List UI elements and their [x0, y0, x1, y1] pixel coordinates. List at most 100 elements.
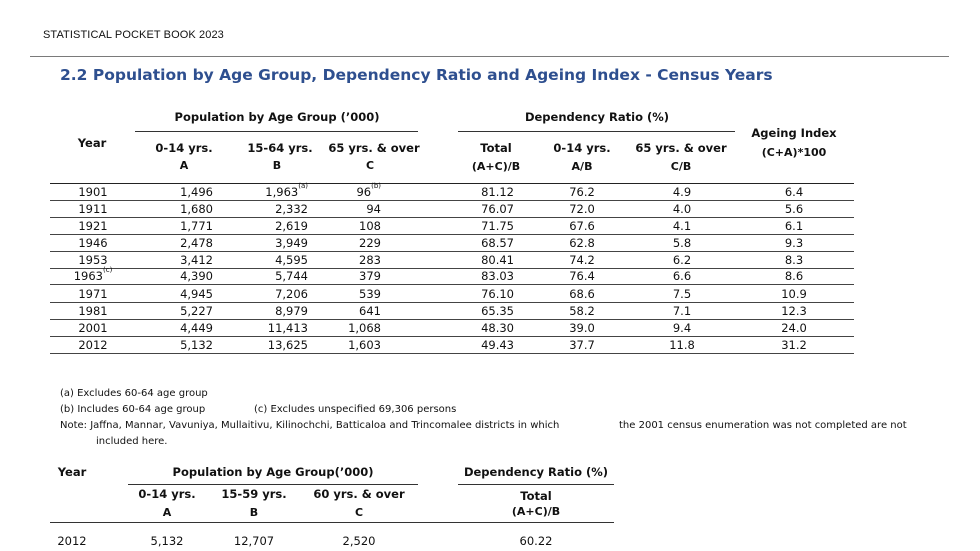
cell-value: 3,412	[180, 253, 213, 267]
cell-value: 12.3	[781, 304, 807, 318]
cell-value: 4,945	[180, 287, 213, 301]
row-divider	[50, 200, 854, 201]
cell-ageing: 10.9	[781, 287, 807, 301]
cell-value: 49.43	[481, 338, 514, 352]
cell-c: 94	[366, 202, 381, 216]
cell-c: 641	[359, 304, 381, 318]
row-divider	[50, 234, 854, 235]
t2-col-header-0-14: 0-14 yrs.	[138, 487, 196, 501]
t2-cell-b: 12,707	[233, 534, 275, 548]
cell-value: 2,619	[275, 219, 308, 233]
cell-value: 7.5	[672, 287, 692, 301]
cell-value: 7,206	[275, 287, 308, 301]
cell-b: 7,206	[275, 287, 308, 301]
cell-d014: 76.4	[569, 269, 595, 283]
row-divider	[50, 302, 854, 303]
cell-total: 48.30	[481, 321, 514, 335]
ageing-header: Ageing Index	[751, 126, 837, 140]
cell-value: 6.6	[672, 269, 692, 283]
cell-d65: 4.0	[673, 202, 691, 216]
cell-value: 1911	[78, 202, 108, 216]
dep-header-65-over: 65 yrs. & over	[635, 141, 727, 155]
cell-value: 6.2	[672, 253, 692, 267]
cell-value: 72.0	[569, 202, 595, 216]
t2-col-sub-a: A	[162, 506, 172, 519]
header-divider	[30, 56, 949, 57]
cell-total: 80.41	[481, 253, 514, 267]
col-header-15-64: 15-64 yrs.	[247, 141, 313, 155]
cell-value: 4.9	[672, 185, 692, 199]
cell-d65: 9.4	[673, 321, 691, 335]
cell-value: 9.3	[784, 236, 804, 250]
t2-dep-header-total: Total	[520, 489, 552, 503]
cell-value: 11.8	[669, 338, 695, 352]
cell-d014: 72.0	[569, 202, 595, 216]
cell-value: 6.1	[784, 219, 804, 233]
cell-d014: 37.7	[569, 338, 595, 352]
cell-d65: 4.1	[673, 219, 691, 233]
cell-value: 1981	[78, 304, 108, 318]
cell-d014: 74.2	[569, 253, 595, 267]
cell-value: 24.0	[781, 321, 807, 335]
cell-d65: 5.8	[673, 236, 691, 250]
cell-a: 1,496	[180, 185, 213, 199]
cell-value: 1,680	[180, 202, 213, 216]
cell-value: 1901	[78, 185, 108, 199]
cell-value: 68.6	[569, 287, 595, 301]
cell-ageing: 6.1	[785, 219, 803, 233]
cell-value: 68.57	[481, 236, 514, 250]
cell-d65: 6.6	[673, 269, 691, 283]
cell-d014: 39.0	[569, 321, 595, 335]
group-header-dependency: Dependency Ratio (%)	[524, 110, 670, 124]
t2-col-header-60-over: 60 yrs. & over	[313, 487, 405, 501]
cell-d65: 11.8	[669, 338, 695, 352]
col-sub-b: B	[272, 159, 282, 172]
cell-value: 1921	[78, 219, 108, 233]
t2-col-sub-c: C	[354, 506, 364, 519]
cell-c: 96(b)	[356, 182, 381, 199]
t2-group-rule-population	[128, 484, 418, 485]
cell-year: 2012	[78, 338, 107, 352]
t2-cell-a: 5,132	[150, 534, 184, 548]
t2-year-header: Year	[57, 465, 87, 479]
cell-b: 11,413	[268, 321, 308, 335]
t2-cell-c: 2,520	[342, 534, 376, 548]
cell-value: 1963	[73, 269, 103, 283]
t2-cell-year: 2012	[57, 534, 87, 548]
cell-value: 1,771	[180, 219, 213, 233]
cell-value: 65.35	[481, 304, 514, 318]
cell-c: 379	[359, 269, 381, 283]
cell-value: 5.8	[672, 236, 692, 250]
row-divider	[50, 284, 854, 285]
group-rule-population	[135, 131, 418, 132]
note-a: (a) Excludes 60-64 age group	[60, 388, 208, 399]
dep-header-total: Total	[480, 141, 512, 155]
cell-value: 71.75	[481, 219, 514, 233]
cell-ageing: 8.3	[785, 253, 803, 267]
cell-value: 76.10	[481, 287, 514, 301]
cell-ageing: 31.2	[781, 338, 807, 352]
cell-value: 58.2	[569, 304, 595, 318]
cell-value: 8.6	[784, 269, 804, 283]
year-header: Year	[77, 136, 107, 150]
cell-c: 229	[359, 236, 381, 250]
cell-value: 74.2	[569, 253, 595, 267]
cell-year: 1921	[78, 219, 107, 233]
cell-d65: 7.1	[673, 304, 691, 318]
cell-a: 4,449	[180, 321, 213, 335]
cell-year: 1911	[78, 202, 107, 216]
cell-d014: 62.8	[569, 236, 595, 250]
cell-year: 2001	[78, 321, 107, 335]
cell-a: 3,412	[180, 253, 213, 267]
cell-c: 1,068	[348, 321, 381, 335]
cell-value: 2001	[78, 321, 108, 335]
cell-value: 62.8	[569, 236, 595, 250]
cell-value: 10.9	[781, 287, 807, 301]
cell-a: 4,390	[180, 269, 213, 283]
cell-ageing: 5.6	[785, 202, 803, 216]
cell-value: 108	[359, 219, 381, 233]
cell-value: 379	[359, 269, 381, 283]
cell-a: 5,227	[180, 304, 213, 318]
note-c: (c) Excludes unspecified 69,306 persons	[254, 404, 457, 415]
cell-value: 7.1	[672, 304, 692, 318]
